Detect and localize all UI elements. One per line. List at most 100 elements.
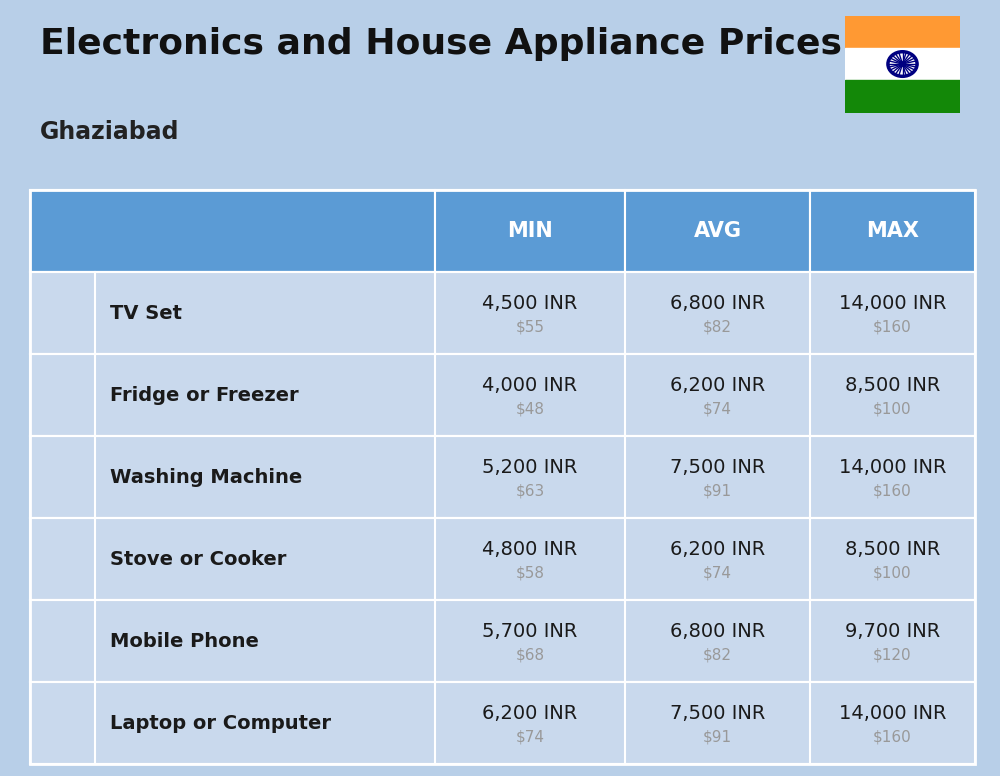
FancyBboxPatch shape [63, 637, 69, 646]
FancyBboxPatch shape [37, 531, 88, 589]
Bar [40, 449, 84, 456]
Bar [45, 700, 80, 705]
Polygon shape [40, 294, 65, 328]
Text: $82: $82 [703, 320, 732, 334]
Text: $100: $100 [873, 402, 912, 417]
Bar [45, 714, 80, 719]
Polygon shape [36, 729, 89, 739]
Text: $74: $74 [516, 729, 544, 745]
FancyBboxPatch shape [57, 646, 63, 654]
FancyBboxPatch shape [57, 637, 63, 646]
Circle shape [50, 468, 75, 498]
Text: TV Set: TV Set [110, 303, 182, 323]
FancyBboxPatch shape [40, 294, 84, 328]
Text: 4,800 INR: 4,800 INR [482, 540, 578, 559]
Text: $91: $91 [703, 729, 732, 745]
FancyBboxPatch shape [65, 478, 68, 487]
Text: 8,500 INR: 8,500 INR [845, 376, 940, 395]
Text: $120: $120 [873, 648, 912, 663]
FancyBboxPatch shape [42, 363, 83, 428]
Bar [47, 424, 53, 428]
Text: $55: $55 [516, 320, 544, 334]
Text: Electronics and House Appliance Prices: Electronics and House Appliance Prices [40, 27, 842, 61]
FancyBboxPatch shape [38, 445, 87, 511]
Text: $74: $74 [703, 566, 732, 580]
Bar [75, 313, 80, 319]
Text: Laptop or Computer: Laptop or Computer [110, 714, 331, 733]
FancyBboxPatch shape [55, 731, 70, 738]
Circle shape [45, 535, 49, 540]
Text: 6,200 INR: 6,200 INR [670, 376, 765, 395]
Text: 6,800 INR: 6,800 INR [670, 622, 765, 641]
Text: 8,500 INR: 8,500 INR [845, 540, 940, 559]
FancyBboxPatch shape [44, 367, 81, 390]
FancyBboxPatch shape [69, 646, 75, 654]
Bar [69, 304, 74, 310]
Text: $74: $74 [703, 402, 732, 417]
Text: Stove or Cooker: Stove or Cooker [110, 549, 286, 569]
FancyBboxPatch shape [69, 629, 75, 636]
Text: 4,000 INR: 4,000 INR [482, 376, 578, 395]
Text: 7,500 INR: 7,500 INR [670, 704, 765, 723]
Bar [72, 507, 79, 511]
Text: 5,200 INR: 5,200 INR [482, 458, 578, 477]
FancyBboxPatch shape [69, 637, 75, 646]
Circle shape [900, 62, 905, 66]
Polygon shape [57, 551, 68, 573]
FancyBboxPatch shape [43, 548, 82, 580]
Bar [69, 313, 74, 319]
Bar [59, 331, 66, 339]
Text: MIN: MIN [507, 221, 553, 241]
Circle shape [77, 535, 81, 540]
Text: Mobile Phone: Mobile Phone [110, 632, 259, 651]
Circle shape [44, 451, 48, 456]
Text: Fridge or Freezer: Fridge or Freezer [110, 386, 299, 405]
Text: $48: $48 [516, 402, 544, 417]
Text: $91: $91 [703, 483, 732, 499]
Circle shape [61, 608, 64, 611]
Bar [46, 507, 53, 511]
Bar [75, 304, 80, 310]
Bar [845, 80, 960, 113]
Bar [72, 400, 75, 414]
Text: $100: $100 [873, 566, 912, 580]
Text: 6,800 INR: 6,800 INR [670, 294, 765, 313]
Text: 6,200 INR: 6,200 INR [670, 540, 765, 559]
FancyBboxPatch shape [51, 637, 57, 646]
Circle shape [56, 535, 60, 540]
Text: 4,500 INR: 4,500 INR [482, 294, 578, 313]
Bar [57, 664, 68, 666]
Bar [52, 338, 74, 341]
FancyBboxPatch shape [51, 646, 57, 654]
Bar [45, 707, 80, 712]
Polygon shape [39, 730, 86, 737]
Text: 14,000 INR: 14,000 INR [839, 294, 946, 313]
Circle shape [67, 535, 71, 540]
Text: Washing Machine: Washing Machine [110, 468, 302, 487]
Bar [72, 424, 78, 428]
Bar [45, 721, 80, 726]
Text: $160: $160 [873, 483, 912, 499]
Polygon shape [43, 698, 82, 726]
Polygon shape [60, 559, 65, 572]
Text: $63: $63 [515, 483, 545, 499]
FancyBboxPatch shape [63, 646, 69, 654]
FancyBboxPatch shape [44, 392, 81, 424]
FancyBboxPatch shape [51, 629, 57, 636]
Circle shape [55, 451, 59, 456]
FancyBboxPatch shape [63, 629, 69, 636]
Circle shape [50, 451, 53, 456]
Text: Ghaziabad: Ghaziabad [40, 120, 180, 144]
Text: $160: $160 [873, 320, 912, 334]
Text: MAX: MAX [866, 221, 919, 241]
Bar [845, 16, 960, 48]
Text: $58: $58 [516, 566, 544, 580]
Text: $82: $82 [703, 648, 732, 663]
Text: AVG: AVG [694, 221, 742, 241]
Text: 7,500 INR: 7,500 INR [670, 458, 765, 477]
Text: 14,000 INR: 14,000 INR [839, 458, 946, 477]
Bar [845, 48, 960, 80]
Circle shape [45, 461, 80, 505]
Text: 5,700 INR: 5,700 INR [482, 622, 578, 641]
Circle shape [48, 465, 77, 501]
